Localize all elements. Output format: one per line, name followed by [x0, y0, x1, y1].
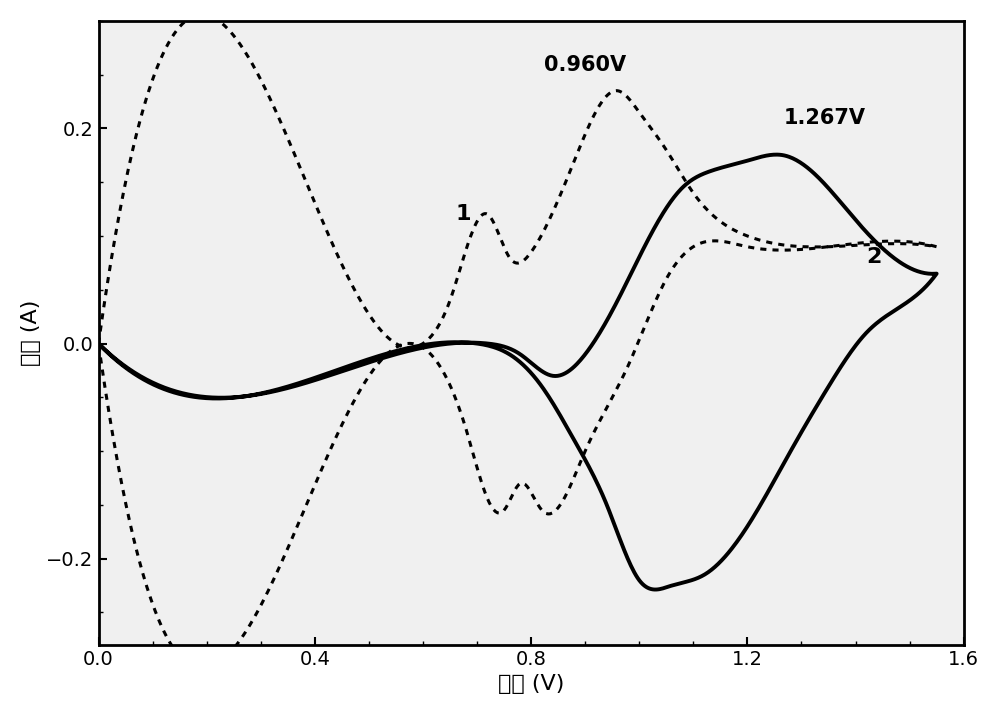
Text: 0.960V: 0.960V: [544, 54, 626, 74]
X-axis label: 电压 (V): 电压 (V): [498, 674, 564, 694]
Text: 1.267V: 1.267V: [784, 109, 866, 129]
Text: 2: 2: [866, 247, 882, 267]
Text: 1: 1: [455, 204, 471, 224]
Y-axis label: 电流 (A): 电流 (A): [21, 300, 41, 366]
